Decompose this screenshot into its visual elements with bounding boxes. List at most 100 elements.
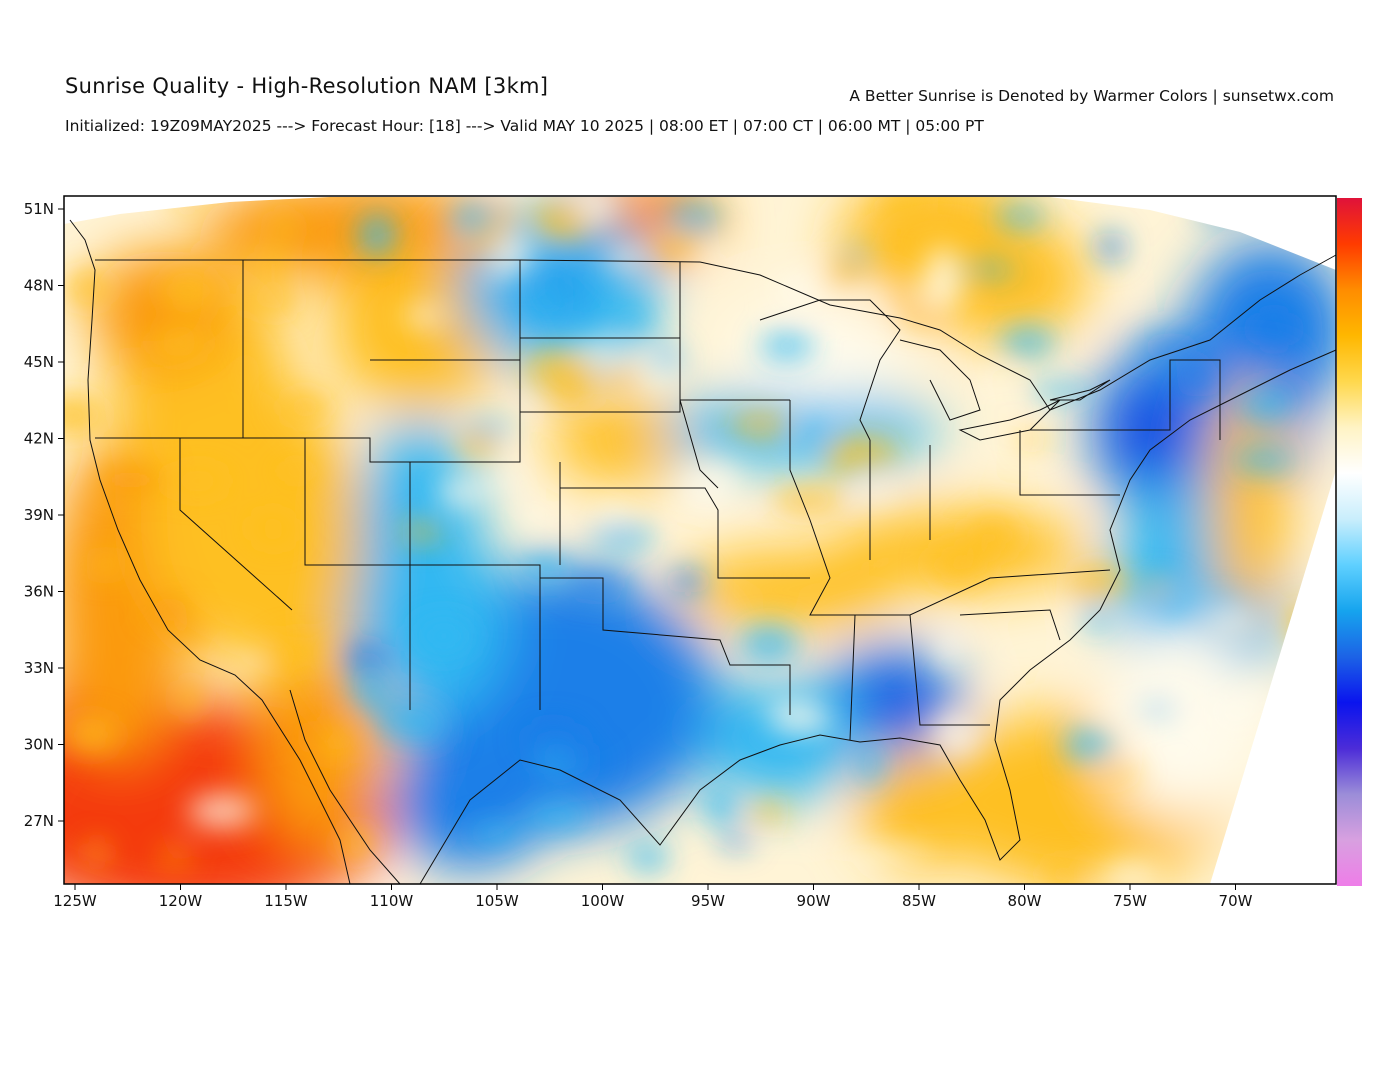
lon-tick-label: 115W — [264, 892, 308, 910]
field-speckle — [263, 287, 297, 315]
field-speckle — [271, 465, 321, 477]
field-speckle — [533, 256, 565, 268]
map-title: Sunrise Quality - High-Resolution NAM [3… — [65, 74, 549, 98]
lon-tick-label: 95W — [691, 892, 725, 910]
field-speckle — [177, 679, 203, 717]
field-speckle — [530, 291, 564, 311]
field-speckle — [403, 522, 441, 542]
map-subtitle: A Better Sunrise is Denoted by Warmer Co… — [849, 87, 1334, 105]
field-speckle — [899, 304, 947, 326]
lon-tick-label: 90W — [797, 892, 831, 910]
map-frame — [63, 195, 1337, 885]
field-speckle — [150, 328, 208, 358]
lon-tick-label: 125W — [53, 892, 97, 910]
field-speckle — [532, 202, 590, 242]
field-speckle — [414, 618, 474, 654]
field-speckle — [610, 303, 652, 331]
latitude-axis: 51N 48N 45N 42N 39N 36N 33N 30N 27N — [24, 200, 64, 830]
field-speckle — [1094, 766, 1140, 780]
field-speckle — [159, 846, 191, 868]
field-speckle — [1239, 389, 1293, 423]
lon-tick-label: 80W — [1008, 892, 1042, 910]
field-speckle — [524, 803, 590, 829]
field-speckle — [522, 723, 584, 753]
field-speckle — [159, 271, 217, 311]
field-speckle — [1247, 680, 1269, 718]
lon-tick-label: 120W — [159, 892, 203, 910]
lat-tick-label: 39N — [24, 506, 54, 524]
field-speckle — [595, 372, 653, 388]
field-blob-deep_blue — [870, 670, 930, 730]
field-speckle — [188, 794, 256, 828]
field-speckle — [1098, 232, 1124, 262]
field-speckle — [996, 206, 1046, 228]
lat-tick-label: 42N — [24, 430, 54, 448]
field-speckle — [1066, 564, 1128, 600]
field-speckle — [1064, 728, 1112, 762]
field-blob-cyan — [700, 680, 860, 800]
field-speckle — [254, 250, 292, 278]
field-speckle — [1085, 605, 1107, 631]
field-speckle — [1097, 701, 1147, 715]
field-speckle — [437, 478, 485, 506]
field-speckle — [1250, 312, 1298, 346]
field-speckle — [933, 630, 965, 668]
lat-tick-label: 51N — [24, 200, 54, 218]
field-speckle — [1202, 611, 1258, 631]
field-speckle — [64, 393, 104, 437]
field-speckle — [87, 555, 125, 575]
field-speckle — [901, 847, 929, 859]
field-speckle — [639, 355, 673, 387]
field-speckle — [858, 742, 882, 786]
boundary-lines — [69, 219, 1337, 885]
field-speckle — [260, 647, 322, 669]
field-speckle — [279, 394, 331, 420]
field-speckle — [1143, 579, 1171, 595]
field-speckle — [521, 554, 569, 580]
lat-tick-label: 45N — [24, 353, 54, 371]
field-speckle — [495, 234, 527, 274]
field-speckle — [627, 844, 669, 872]
lon-tick-label: 105W — [475, 892, 519, 910]
field-speckle — [376, 700, 446, 742]
field-speckle — [989, 369, 1009, 393]
field-speckle — [1210, 693, 1254, 733]
field-speckle — [479, 477, 529, 491]
field-speckle — [607, 249, 645, 269]
field-speckle — [251, 514, 283, 542]
field-speckle — [829, 436, 899, 468]
field-speckle — [665, 203, 721, 237]
field-speckle — [967, 515, 1019, 555]
field-speckle — [682, 462, 742, 500]
lon-tick-label: 100W — [581, 892, 625, 910]
field-blob-cyan — [360, 420, 480, 620]
field-speckle — [566, 574, 630, 596]
field-blob-yellow — [1210, 380, 1290, 620]
field-speckle — [235, 655, 267, 671]
field-speckle — [1185, 363, 1213, 397]
field-speckle — [1000, 327, 1056, 357]
field-blob-white — [730, 305, 910, 405]
field-speckle — [1233, 447, 1295, 473]
field-speckle — [652, 229, 706, 261]
lat-tick-label: 27N — [24, 812, 54, 830]
field-speckle — [802, 422, 826, 448]
lon-tick-label: 110W — [370, 892, 414, 910]
field-speckle — [918, 272, 964, 310]
field-speckle — [324, 724, 350, 764]
lon-tick-label: 85W — [902, 892, 936, 910]
field-blob-orange — [260, 670, 380, 850]
field-speckle — [86, 840, 108, 864]
field-speckle — [149, 596, 189, 624]
field-speckle — [352, 672, 392, 710]
field-speckle — [746, 802, 788, 822]
field-blob-yellow — [680, 550, 900, 630]
lat-tick-label: 33N — [24, 659, 54, 677]
forecast-init-line: Initialized: 19Z09MAY2025 ---> Forecast … — [65, 117, 984, 135]
field-speckle — [167, 468, 229, 494]
field-blob-white — [1100, 620, 1260, 820]
colorbar — [1337, 198, 1362, 886]
field-speckle — [1019, 431, 1045, 447]
field-speckle — [402, 306, 446, 326]
